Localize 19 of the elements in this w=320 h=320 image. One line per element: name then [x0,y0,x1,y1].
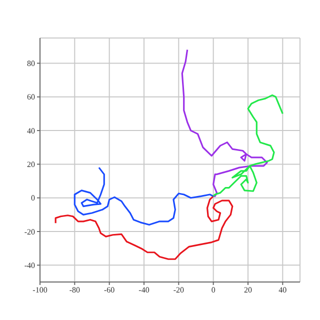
x-tick-label: -60 [104,286,115,295]
x-tick-label: -40 [138,286,150,295]
line-series [54,195,234,260]
x-tick-label: 40 [278,286,287,295]
line-series [181,48,268,197]
y-tick-label: -20 [24,227,35,236]
y-tick-label: 0 [31,194,35,203]
x-tick-label: 0 [211,286,216,295]
y-tick-label: -40 [24,261,35,270]
x-tick-label: -100 [32,286,48,295]
x-tick-label: -20 [173,286,184,295]
x-tick-label: 20 [244,286,252,295]
line-series [74,166,214,226]
y-tick-label: 20 [27,160,35,170]
x-tick-label: -80 [69,286,80,295]
y-tick-label: 40 [27,126,35,136]
line-series [212,94,284,197]
y-tick-label: 60 [27,92,35,102]
y-tick-label: 80 [27,59,35,68]
